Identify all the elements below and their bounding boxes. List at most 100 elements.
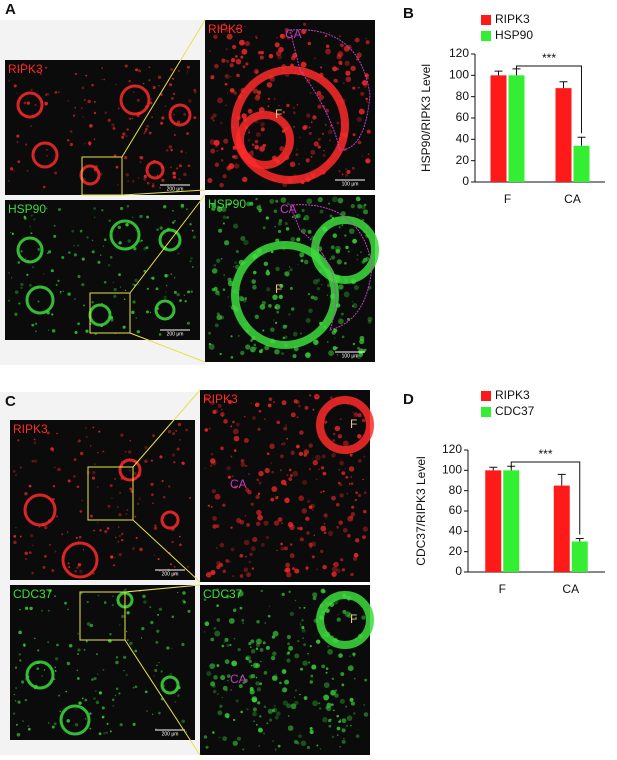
tissue-speck [226,674,231,678]
tissue-speck [96,653,98,656]
tissue-speck [79,229,83,233]
tissue-speck [253,343,257,347]
tissue-speck [159,186,161,189]
tissue-speck [163,295,167,299]
tissue-speck [156,664,158,667]
tissue-speck [283,426,288,431]
tissue-speck [352,556,358,561]
follicle [25,660,55,690]
tissue-speck [362,257,368,263]
tissue-speck [255,521,261,527]
tissue-speck [137,177,140,179]
tissue-speck [217,710,223,716]
tissue-speck [160,93,163,96]
tissue-speck [83,98,86,102]
tissue-speck [250,339,253,342]
tissue-speck [168,83,173,87]
tissue-speck [289,474,293,477]
tissue-speck [82,116,84,118]
tissue-speck [212,524,217,529]
tissue-speck [278,104,280,107]
tissue-speck [347,515,354,522]
tissue-speck [229,305,231,308]
tissue-speck [238,295,244,302]
tissue-speck [272,401,276,404]
tissue-speck [212,113,217,118]
tissue-speck [128,469,131,472]
tissue-speck [211,206,216,211]
tissue-speck [304,405,309,410]
follicle [61,541,99,579]
tissue-speck [341,568,345,572]
tissue-speck [316,639,321,644]
tissue-speck [245,344,251,350]
tissue-speck [77,439,81,443]
tissue-speck [208,427,211,430]
error-bar [489,466,498,471]
tissue-speck [42,185,46,189]
tissue-speck [214,323,219,328]
tissue-speck [311,555,315,559]
zoom-line [132,389,201,468]
tissue-speck [267,614,271,618]
tissue-speck [115,660,119,665]
tissue-speck [132,722,136,726]
tissue-speck [77,653,79,656]
tissue-speck [212,410,217,414]
tissue-speck [51,569,55,572]
tissue-speck [300,259,304,263]
tissue-speck [54,657,59,661]
tissue-speck [289,268,293,272]
tissue-speck [267,97,271,100]
tissue-speck [340,672,345,677]
tissue-speck [81,697,84,700]
legend-label: HSP90 [495,28,533,42]
tissue-speck [209,50,211,52]
tissue-speck [351,301,354,303]
tissue-speck [265,645,270,650]
tissue-speck [316,744,319,747]
tissue-speck [345,70,351,76]
tissue-speck [330,255,336,260]
tissue-speck [303,643,306,647]
tissue-speck [299,332,302,335]
tissue-speck [273,209,278,214]
tissue-speck [238,39,245,46]
tissue-speck [232,90,237,95]
follicle [23,493,57,527]
tissue-speck [260,660,262,662]
tissue-speck [331,453,336,458]
tissue-speck [186,208,188,210]
tissue-speck [259,349,263,354]
tissue-speck [118,241,122,245]
tissue-speck [67,562,70,565]
tissue-speck [15,526,17,529]
tissue-speck [73,475,76,478]
tissue-speck [271,708,276,713]
tissue-speck [89,514,93,518]
tissue-speck [81,283,85,287]
tissue-speck [28,551,32,555]
tissue-speck [209,464,213,467]
tissue-speck [264,467,270,474]
tissue-speck [252,662,259,669]
tissue-speck [126,639,129,642]
tissue-speck [182,591,186,595]
tissue-speck [8,79,11,82]
tissue-speck [145,246,149,250]
tissue-speck [336,259,342,265]
tissue-speck [230,356,234,359]
tissue-speck [151,713,154,716]
tissue-speck [278,294,283,299]
tissue-speck [290,703,297,710]
tissue-speck [262,226,266,230]
tissue-speck [217,693,219,695]
tissue-speck [85,427,87,430]
tissue-speck [330,689,336,696]
tissue-speck [239,553,244,558]
tissue-speck [18,653,21,656]
tissue-speck [30,125,32,127]
tissue-speck [34,322,38,325]
tissue-speck [281,400,287,406]
tissue-speck [76,485,80,489]
